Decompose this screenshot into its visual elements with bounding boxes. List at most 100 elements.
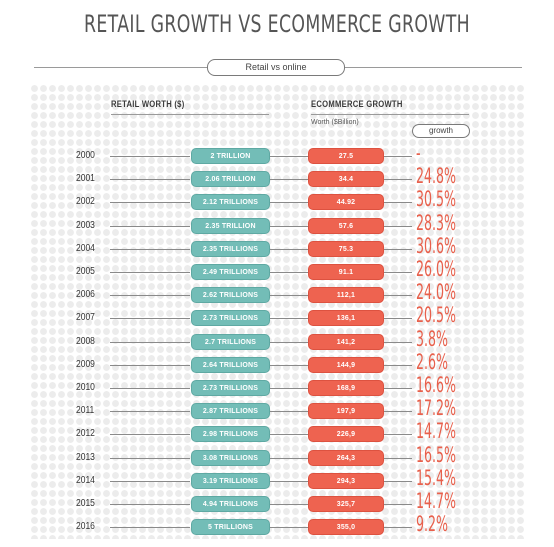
year-label: 2002 xyxy=(76,196,95,208)
table-row: 2016 5 TRILLIONS 355,0 9.2% xyxy=(0,512,554,537)
row-connector xyxy=(110,272,190,273)
row-connector xyxy=(110,434,190,436)
row-connector xyxy=(110,225,190,227)
table-row: 2008 2.7 TRILLIONS 141,2 3.8% xyxy=(0,327,554,352)
row-connector xyxy=(270,480,308,482)
row-connector xyxy=(110,248,190,250)
row-connector xyxy=(384,248,412,250)
row-connector xyxy=(110,364,190,366)
growth-header-badge: growth xyxy=(412,124,470,138)
ecommerce-header-rule xyxy=(311,114,469,115)
subtitle-badge: Retail vs online xyxy=(207,59,345,76)
year-label: 2005 xyxy=(76,266,95,277)
table-row: 2000 2 TRILLION 27.5 - xyxy=(0,141,554,166)
retail-value-pill: 3.08 TRILLIONS xyxy=(191,449,270,466)
year-label: 2009 xyxy=(76,358,95,370)
growth-value: 20.5% xyxy=(416,303,457,328)
retail-value-pill: 2.35 TRILLION xyxy=(191,217,270,234)
retail-value-pill: 3.19 TRILLIONS xyxy=(191,472,270,489)
table-row: 2011 2.87 TRILLIONS 197,9 17.2% xyxy=(0,396,554,421)
row-connector xyxy=(270,272,308,273)
ecommerce-value-pill: 294,3 xyxy=(308,472,384,489)
row-connector xyxy=(110,411,190,413)
table-row: 2005 2.49 TRILLIONS 91.1 26.0% xyxy=(0,257,554,282)
row-connector xyxy=(270,202,308,204)
row-connector xyxy=(110,156,190,157)
row-connector xyxy=(110,202,190,204)
row-connector xyxy=(110,295,190,297)
row-connector xyxy=(384,295,412,297)
row-connector xyxy=(270,248,308,250)
growth-value: - xyxy=(416,141,421,165)
year-label: 2012 xyxy=(76,428,95,440)
ecommerce-value-pill: 325,7 xyxy=(308,496,384,512)
row-connector xyxy=(384,504,412,505)
row-connector xyxy=(270,295,308,297)
year-label: 2011 xyxy=(76,405,95,417)
retail-value-pill: 2.7 TRILLIONS xyxy=(191,333,270,350)
retail-value-pill: 2.73 TRILLIONS xyxy=(191,380,270,396)
row-connector xyxy=(270,364,308,366)
table-row: 2012 2.98 TRILLIONS 226,9 14.7% xyxy=(0,419,554,444)
year-label: 2001 xyxy=(76,173,95,185)
row-connector xyxy=(110,457,190,459)
ecommerce-unit-label: Worth ($Billion) xyxy=(311,119,359,126)
row-connector xyxy=(270,527,308,529)
growth-value: 26.0% xyxy=(416,257,457,281)
row-connector xyxy=(384,202,412,204)
page-title: RETAIL GROWTH VS ECOMMERCE GROWTH xyxy=(83,10,471,38)
year-label: 2000 xyxy=(76,150,95,161)
growth-value: 14.7% xyxy=(416,419,457,444)
row-connector xyxy=(384,225,412,227)
row-connector xyxy=(384,434,412,436)
growth-value: 9.2% xyxy=(416,512,449,537)
retail-value-pill: 2.73 TRILLIONS xyxy=(191,310,270,327)
row-connector xyxy=(270,318,308,320)
row-connector xyxy=(384,388,412,389)
ecommerce-value-pill: 91.1 xyxy=(308,264,384,280)
row-connector xyxy=(110,504,190,505)
row-connector xyxy=(384,341,412,343)
row-connector xyxy=(110,341,190,343)
row-connector xyxy=(384,480,412,482)
table-row: 2007 2.73 TRILLIONS 136,1 20.5% xyxy=(0,303,554,328)
year-label: 2013 xyxy=(76,451,95,463)
table-row: 2014 3.19 TRILLIONS 294,3 15.4% xyxy=(0,466,554,491)
growth-value: 15.4% xyxy=(416,465,457,490)
ecommerce-value-pill: 136,1 xyxy=(308,310,384,327)
row-connector xyxy=(110,388,190,389)
row-connector xyxy=(384,179,412,181)
row-connector xyxy=(384,457,412,459)
ecommerce-value-pill: 27.5 xyxy=(308,148,384,164)
retail-value-pill: 2.35 TRILLIONS xyxy=(191,240,270,257)
growth-value: 16.6% xyxy=(416,373,457,397)
row-connector xyxy=(270,341,308,343)
row-connector xyxy=(110,480,190,482)
year-label: 2010 xyxy=(76,382,95,393)
table-row: 2013 3.08 TRILLIONS 264,3 16.5% xyxy=(0,443,554,468)
year-label: 2015 xyxy=(76,498,95,509)
row-connector xyxy=(384,318,412,320)
ecommerce-value-pill: 44.92 xyxy=(308,194,384,211)
ecommerce-header: ECOMMERCE GROWTH xyxy=(311,99,403,109)
ecommerce-value-pill: 75.3 xyxy=(308,240,384,257)
retail-value-pill: 2.62 TRILLIONS xyxy=(191,287,270,304)
table-row: 2003 2.35 TRILLION 57.6 28.3% xyxy=(0,211,554,236)
growth-value: 3.8% xyxy=(416,326,449,351)
year-label: 2007 xyxy=(76,312,95,324)
ecommerce-value-pill: 355,0 xyxy=(308,519,384,536)
growth-value: 24.0% xyxy=(416,280,457,305)
year-label: 2003 xyxy=(76,219,95,231)
row-connector xyxy=(270,504,308,505)
row-connector xyxy=(110,179,190,181)
row-connector xyxy=(110,318,190,320)
row-connector xyxy=(384,272,412,273)
row-connector xyxy=(270,179,308,181)
retail-value-pill: 5 TRILLIONS xyxy=(191,519,270,536)
year-label: 2006 xyxy=(76,289,95,301)
table-row: 2015 4.94 TRILLIONS 325,7 14.7% xyxy=(0,489,554,514)
year-label: 2004 xyxy=(76,242,95,254)
year-label: 2014 xyxy=(76,474,95,486)
row-connector xyxy=(270,156,308,157)
growth-value: 24.8% xyxy=(416,164,457,189)
